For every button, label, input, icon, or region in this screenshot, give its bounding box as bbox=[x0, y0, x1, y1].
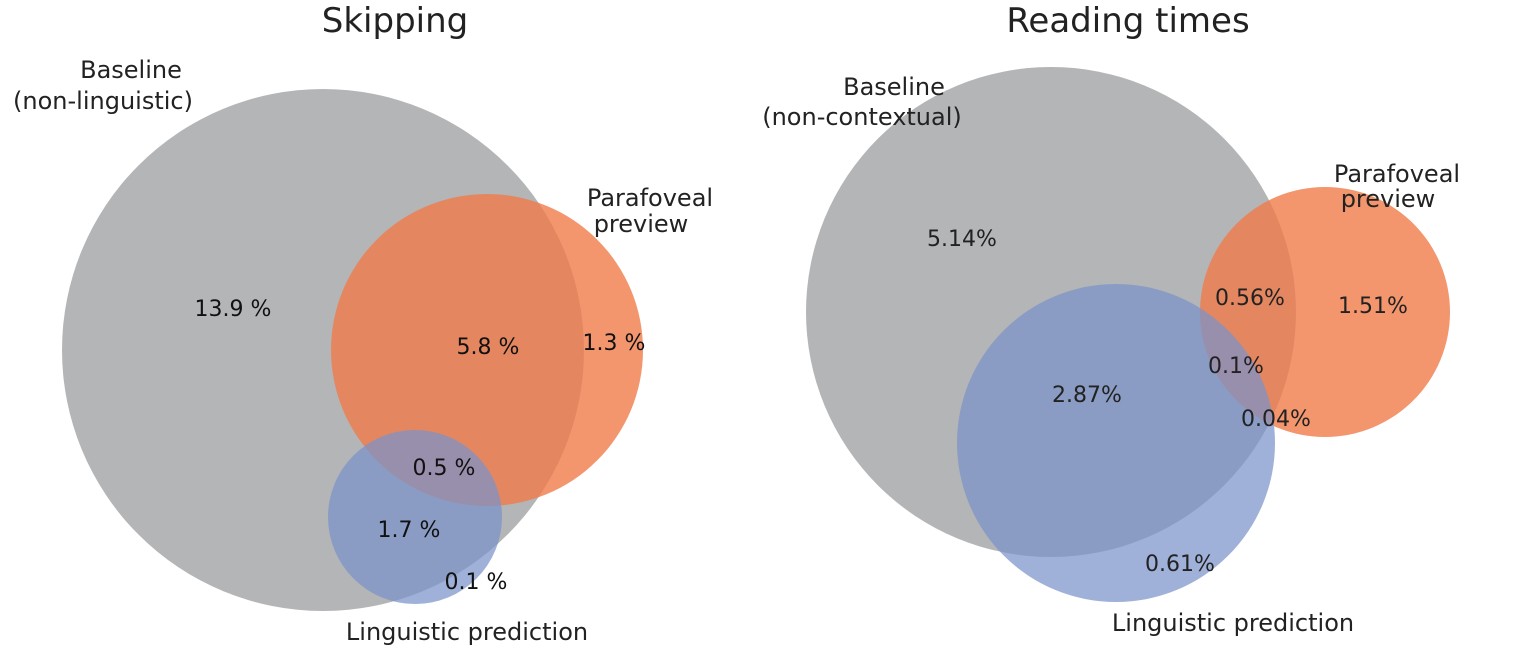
reading-parafoveal-label-line2: preview bbox=[1341, 185, 1436, 213]
reading-parafoveal-label-line1: Parafoveal bbox=[1334, 160, 1460, 188]
skipping-region-all-three: 0.5 % bbox=[413, 456, 476, 481]
skipping-linguistic-label: Linguistic prediction bbox=[346, 618, 588, 646]
skipping-region-baseline-parafoveal: 5.8 % bbox=[457, 335, 520, 360]
skipping-region-parafoveal-only: 1.3 % bbox=[583, 331, 646, 356]
skipping-region-baseline-linguistic: 1.7 % bbox=[378, 518, 441, 543]
skipping-parafoveal-label-line1: Parafoveal bbox=[587, 184, 713, 212]
reading-parafoveal-circle bbox=[1200, 187, 1450, 437]
skipping-title: Skipping bbox=[322, 1, 468, 41]
skipping-linguistic-circle bbox=[328, 430, 502, 604]
skipping-panel: Skipping Baseline (non-linguistic) Paraf… bbox=[13, 1, 713, 646]
reading-baseline-label-line2: (non-contextual) bbox=[762, 103, 962, 131]
reading-region-linguistic-only: 0.61% bbox=[1145, 552, 1215, 577]
skipping-parafoveal-circle bbox=[331, 194, 643, 506]
reading-region-baseline-only: 5.14% bbox=[927, 227, 997, 252]
skipping-baseline-label-line1: Baseline bbox=[80, 56, 182, 84]
reading-region-baseline-parafoveal: 0.56% bbox=[1215, 286, 1285, 311]
skipping-region-baseline-only: 13.9 % bbox=[195, 297, 272, 322]
reading-linguistic-circle bbox=[957, 284, 1275, 602]
reading-times-title: Reading times bbox=[1006, 1, 1249, 41]
skipping-baseline-label-line2: (non-linguistic) bbox=[13, 87, 193, 115]
reading-baseline-label-line1: Baseline bbox=[843, 73, 945, 101]
skipping-parafoveal-label-line2: preview bbox=[594, 210, 689, 238]
skipping-region-linguistic-only: 0.1 % bbox=[445, 570, 508, 595]
reading-linguistic-label: Linguistic prediction bbox=[1112, 609, 1354, 637]
reading-times-panel: Reading times Baseline (non-contextual) … bbox=[762, 1, 1460, 637]
reading-region-all-three: 0.1% bbox=[1208, 354, 1264, 379]
reading-region-parafoveal-only: 1.51% bbox=[1338, 294, 1408, 319]
reading-region-baseline-linguistic: 2.87% bbox=[1052, 383, 1122, 408]
reading-region-parafoveal-linguistic: 0.04% bbox=[1241, 407, 1311, 432]
